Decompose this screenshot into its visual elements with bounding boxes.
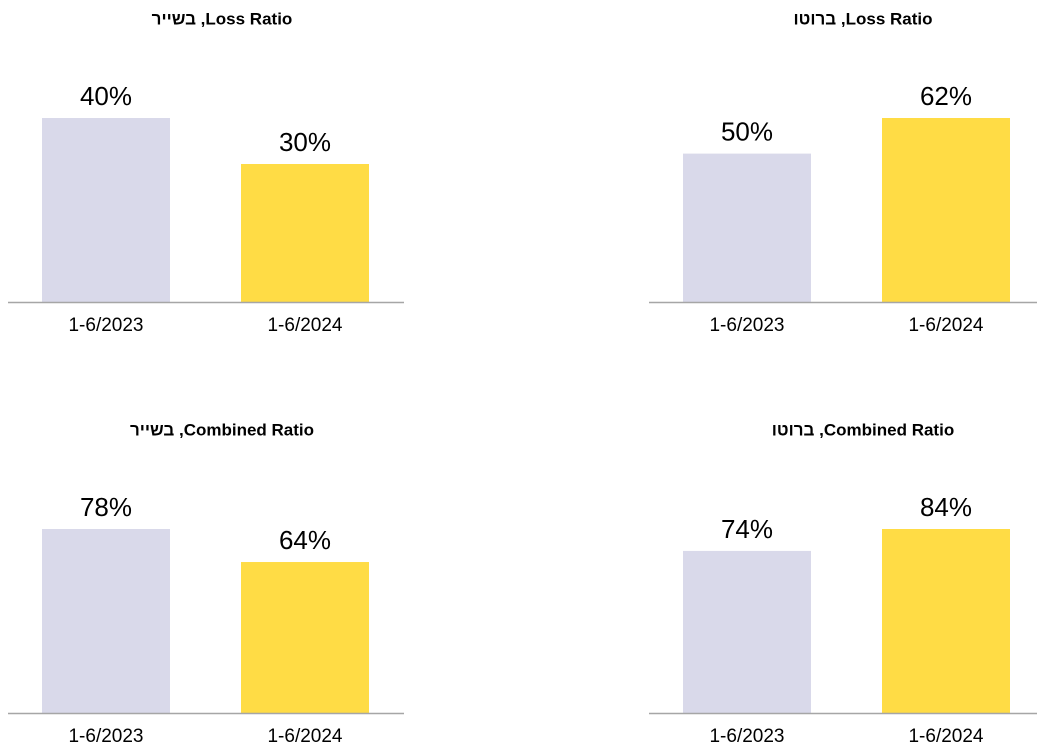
bar: [882, 529, 1010, 713]
bar: [241, 562, 369, 713]
value-label: 30%: [279, 127, 331, 157]
chart-title: Combined Ratio, ברוטו: [772, 420, 954, 439]
chart-title: Combined Ratio, בשייר: [130, 420, 314, 439]
value-label: 84%: [920, 492, 972, 522]
bar: [241, 164, 369, 302]
bar: [683, 550, 811, 713]
x-tick-label: 1-6/2024: [267, 726, 342, 747]
bar: [42, 118, 170, 302]
bar: [882, 118, 1010, 302]
value-label: 40%: [80, 81, 132, 111]
bar: [683, 153, 811, 302]
value-label: 50%: [721, 116, 773, 146]
x-tick-label: 1-6/2023: [68, 726, 143, 747]
x-tick-label: 1-6/2023: [709, 726, 784, 747]
value-label: 62%: [920, 81, 972, 111]
x-tick-label: 1-6/2023: [709, 315, 784, 336]
x-tick-label: 1-6/2024: [908, 726, 983, 747]
bar: [42, 529, 170, 713]
x-tick-label: 1-6/2023: [68, 315, 143, 336]
x-tick-label: 1-6/2024: [267, 315, 342, 336]
x-tick-label: 1-6/2024: [908, 315, 983, 336]
value-label: 74%: [721, 514, 773, 544]
chart-title: Loss Ratio, ברוטו: [794, 9, 933, 28]
value-label: 64%: [279, 525, 331, 555]
chart-title: Loss Ratio, בשייר: [152, 9, 293, 28]
value-label: 78%: [80, 492, 132, 522]
